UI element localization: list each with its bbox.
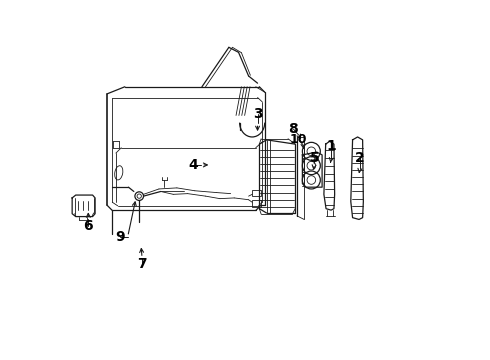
Text: 8: 8 bbox=[289, 122, 298, 136]
Text: 2: 2 bbox=[355, 151, 365, 165]
Text: 6: 6 bbox=[83, 219, 93, 233]
Text: 9: 9 bbox=[115, 230, 125, 244]
Text: 10: 10 bbox=[290, 133, 308, 146]
Text: 5: 5 bbox=[310, 151, 320, 165]
Text: 1: 1 bbox=[326, 139, 336, 153]
Text: 7: 7 bbox=[137, 257, 147, 271]
Text: 4: 4 bbox=[189, 158, 198, 172]
Text: 3: 3 bbox=[253, 107, 262, 121]
